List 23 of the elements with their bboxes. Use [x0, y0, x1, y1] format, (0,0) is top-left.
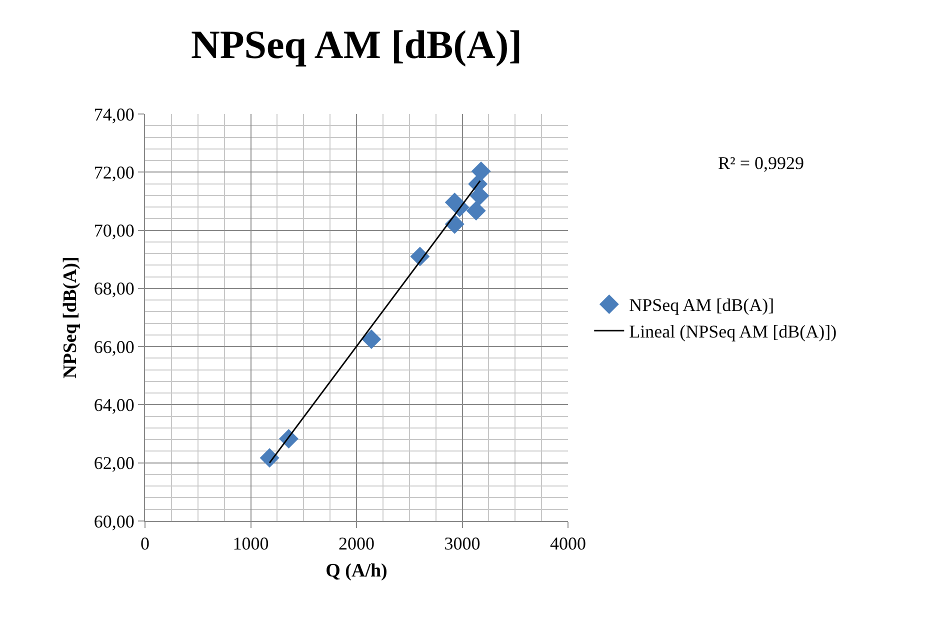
y-axis-title: NPSeq [dB(A)]: [60, 256, 81, 378]
y-tick-label: 60,00: [94, 511, 134, 532]
text: R² = 0,9929: [718, 153, 804, 173]
y-tick-label: 66,00: [94, 336, 134, 357]
point: [471, 162, 491, 182]
point: [260, 448, 280, 468]
x-tick-label: 0: [140, 534, 150, 554]
y-tick-label: 70,00: [94, 220, 134, 241]
point: [362, 330, 382, 350]
y-tick-label: 68,00: [94, 278, 134, 299]
y-tick-label: 62,00: [94, 453, 134, 474]
y-tick-label: 72,00: [94, 162, 134, 182]
legend-label: Lineal (NPSeq AM [dB(A)]): [629, 322, 837, 342]
point: [466, 201, 486, 221]
chart-title: NPSeq AM [dB(A)]: [190, 22, 522, 68]
legend-label: NPSeq AM [dB(A)]: [629, 295, 774, 316]
x-tick-label: 2000: [338, 534, 374, 554]
y-tick-label: 74,00: [94, 104, 134, 124]
x-tick-label: 1000: [232, 534, 269, 554]
x-tick-label: 4000: [550, 534, 586, 554]
y-tick-label: 64,00: [94, 395, 134, 416]
x-axis-title: Q (A/h): [326, 560, 388, 582]
x-tick-label: 3000: [444, 534, 480, 554]
